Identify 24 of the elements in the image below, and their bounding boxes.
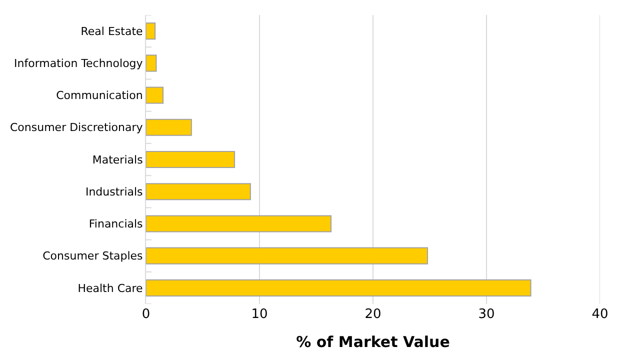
y-tick-label: Financials bbox=[88, 218, 144, 231]
x-tick-label: 20 bbox=[364, 307, 382, 322]
bar bbox=[146, 247, 428, 264]
bar bbox=[146, 22, 156, 40]
y-tick-label: Real Estate bbox=[80, 24, 144, 38]
bar bbox=[146, 86, 164, 104]
y-tick-label: Consumer Discretionary bbox=[10, 121, 144, 134]
x-tick-label: 30 bbox=[478, 307, 495, 322]
y-tick-label: Health Care bbox=[78, 282, 144, 295]
bar bbox=[146, 279, 532, 296]
y-tick-label: Consumer Staples bbox=[42, 250, 144, 263]
x-tick-label: 0 bbox=[142, 307, 150, 322]
y-tick-label: Communication bbox=[56, 89, 143, 102]
bar bbox=[146, 215, 332, 232]
bar bbox=[146, 150, 236, 168]
x-axis-title: % of Market Value bbox=[296, 333, 450, 351]
x-tick-label: 10 bbox=[251, 307, 268, 322]
bar bbox=[146, 54, 157, 72]
y-tick-label: Materials bbox=[92, 153, 144, 166]
y-tick-label: Information Technology bbox=[14, 57, 144, 70]
bar bbox=[146, 118, 192, 136]
bar bbox=[146, 183, 251, 200]
x-tick-label: 40 bbox=[592, 307, 608, 322]
y-tick-label: Industrials bbox=[85, 185, 144, 198]
